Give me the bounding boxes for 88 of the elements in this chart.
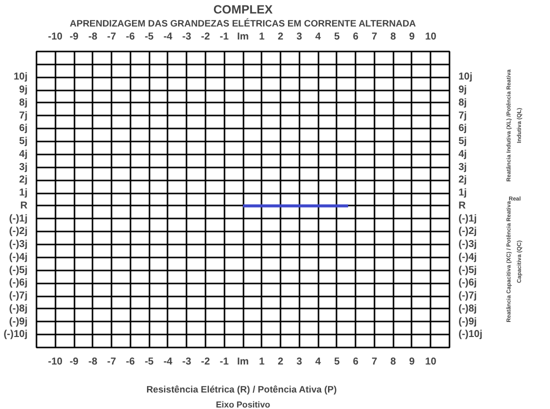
y2-tick-label: 9j: [458, 84, 468, 96]
y-tick-label: (-)5j: [9, 264, 28, 276]
y-tick-label: 3j: [19, 162, 28, 173]
y-tick-label: 2j: [19, 174, 28, 186]
y-tick-label: (-)6j: [9, 278, 28, 289]
x-tick-label: 9: [409, 32, 416, 42]
y-tick-label: 4j: [19, 148, 28, 160]
x-tick-label: -6: [126, 32, 136, 42]
x2-tick-label: 6: [352, 356, 359, 368]
y-tick-label: 7j: [19, 110, 28, 122]
y2-tick-label: (-)8j: [458, 303, 478, 314]
y2-tick-label: (-)4j: [458, 252, 478, 263]
y-tick-label: 1j: [19, 188, 28, 199]
x2-tick-label: 9: [409, 356, 416, 368]
x2-tick-label: 5: [334, 356, 340, 368]
x2-tick-label: 2: [278, 356, 284, 368]
y2-tick-label: 4j: [458, 148, 468, 160]
x-tick-label: 6: [352, 32, 359, 42]
y-tick-label: (-)3j: [9, 239, 28, 250]
y-tick-label: 6j: [19, 123, 28, 134]
y2-tick-label: R: [458, 200, 466, 212]
x2-tick-label: -6: [126, 356, 136, 368]
x2-tick-label: -7: [107, 356, 116, 368]
x-tick-label: 1: [258, 32, 265, 42]
x-axis-title: Resistência Elétrica (R) / Potência Ativa (P): [146, 384, 337, 394]
x2-tick-label: 7: [372, 356, 378, 368]
y2-tick-label: (-)7j: [458, 290, 478, 302]
x-tick-label: -3: [182, 32, 192, 42]
y2-tick-label: 2j: [458, 174, 468, 186]
x2-tick-label: 8: [390, 356, 396, 368]
x2-tick-label: -3: [182, 356, 192, 368]
x-tick-label: 5: [334, 32, 340, 42]
x-tick-label: 10: [425, 32, 437, 42]
x-tick-label: Im: [237, 32, 249, 42]
x2-tick-label: 3: [296, 356, 303, 368]
x2-tick-label: -2: [201, 356, 210, 368]
y-tick-label: (-)1j: [9, 213, 28, 224]
y-tick-label: (-)7j: [9, 290, 28, 302]
x2-tick-label: -9: [70, 356, 79, 368]
x-tick-label: 8: [390, 32, 396, 42]
y-tick-label: R: [20, 200, 28, 212]
x-tick-label: 4: [315, 32, 322, 42]
x2-tick-label: -5: [144, 356, 154, 368]
y2-tick-label: (-)1j: [458, 213, 478, 224]
y-tick-label: 5j: [19, 136, 28, 148]
y-tick-label: (-)8j: [9, 303, 28, 314]
x2-tick-label: -4: [163, 356, 173, 368]
y2-tick-label: (-)10j: [458, 329, 483, 340]
chart-subtitle: APRENDIZAGEM DAS GRANDEZAS ELÉTRICAS EM CORRENTE ALTERNADA: [70, 18, 416, 28]
x-tick-label: -7: [107, 32, 116, 42]
y-tick-label: (-)9j: [9, 316, 28, 328]
y-tick-label: 9j: [19, 84, 28, 96]
x2-tick-label: 10: [425, 356, 437, 368]
y2-tick-label: 5j: [458, 136, 468, 148]
x-tick-label: -10: [48, 32, 63, 42]
y2-tick-label: 8j: [458, 97, 468, 108]
x-tick-label: 3: [296, 32, 303, 42]
y2-tick-label: 7j: [458, 110, 468, 122]
y-tick-label: (-)2j: [9, 226, 28, 238]
x-tick-label: -9: [70, 32, 79, 42]
y2-tick-label: (-)5j: [458, 264, 478, 276]
y2-tick-label: 10j: [458, 72, 473, 83]
x2-tick-label: Im: [237, 356, 249, 368]
x2-tick-label: 4: [315, 356, 322, 368]
y2-tick-label: 1j: [458, 188, 468, 199]
x2-tick-label: -10: [48, 356, 63, 368]
y2-tick-label: 3j: [458, 162, 468, 173]
x-tick-label: -5: [144, 32, 154, 42]
x-tick-label: -2: [201, 32, 210, 42]
y-tick-label: (-)10j: [4, 329, 28, 340]
x-tick-label: 2: [278, 32, 284, 42]
y2-tick-label: (-)6j: [458, 278, 478, 289]
y2-tick-label: (-)2j: [458, 226, 478, 238]
x-tick-label: 7: [372, 32, 378, 42]
y-tick-label: 8j: [19, 97, 28, 108]
text: Eixo Positivo: [216, 400, 270, 409]
x-tick-label: -4: [163, 32, 173, 42]
x-tick-label: -8: [88, 32, 98, 42]
y-tick-label: (-)4j: [9, 252, 28, 263]
x2-tick-label: 1: [258, 356, 265, 368]
x-tick-label: -1: [220, 32, 230, 42]
x2-tick-label: -1: [220, 356, 230, 368]
y2-tick-label: 6j: [458, 123, 468, 134]
x2-tick-label: -8: [88, 356, 98, 368]
y-tick-label: 10j: [14, 72, 28, 83]
y2-tick-label: (-)3j: [458, 239, 478, 250]
chart-title: COMPLEX: [213, 2, 273, 16]
y2-tick-label: (-)9j: [458, 316, 478, 328]
